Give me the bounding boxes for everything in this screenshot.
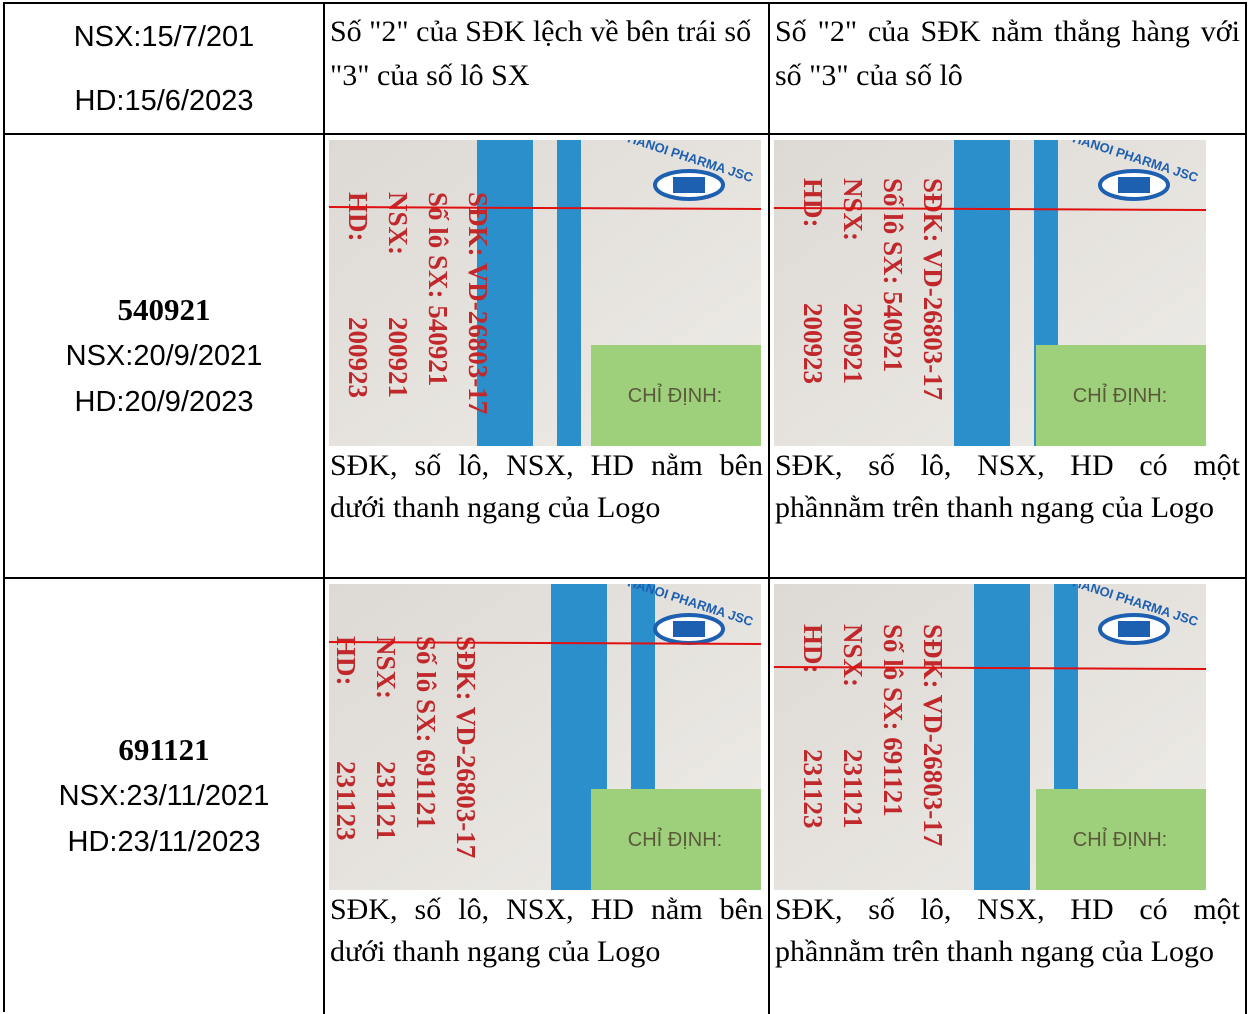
box-label: CHỈ ĐỊNH:: [628, 828, 722, 851]
table-cell: Số "2" của SĐK lệch về bên trái số "3" c…: [323, 2, 768, 133]
date-line: NSX:23/11/2021: [58, 779, 270, 812]
label-text: SĐK: VD-26803-17: [463, 192, 493, 414]
label-text: 231123: [331, 761, 361, 841]
label-text: 231123: [798, 749, 828, 829]
logo-mark: [1118, 177, 1150, 193]
label-text: Số lô SX: 540921: [878, 178, 908, 372]
label-text: Số lô SX: 540921: [423, 192, 453, 386]
date-line: HD:23/11/2023: [67, 825, 261, 858]
label-text: NSX:: [383, 192, 413, 255]
label-text: NSX:: [371, 636, 401, 699]
comparison-text: Số "2" của SĐK lệch về bên trái số "3" c…: [330, 15, 752, 92]
label-text: 200923: [798, 303, 828, 384]
label-text: 200921: [838, 303, 868, 384]
box-label: CHỈ ĐỊNH:: [628, 384, 722, 407]
box-label: CHỈ ĐỊNH:: [1073, 828, 1167, 851]
date-line: HD:20/9/2023: [74, 386, 254, 418]
label-text: SĐK: VD-26803-17: [451, 636, 481, 858]
table-cell: CHỈ ĐỊNH: HANOI PHARMA JSC SĐK: VD-26803-1…: [323, 577, 768, 1014]
label-text: 231121: [371, 761, 401, 841]
table-cell: CHỈ ĐỊNH: HANOI PHARMA JSC SĐK: VD-26803-1…: [768, 577, 1247, 1014]
label-text: 200921: [383, 317, 413, 398]
label-text: Số lô SX: 691121: [411, 636, 441, 829]
red-guide-line: [774, 207, 1206, 211]
date-line: HD:15/6/2023: [74, 84, 254, 117]
label-text: HD:: [343, 192, 373, 242]
label-text: HD:: [798, 624, 828, 674]
green-box: [1036, 345, 1206, 446]
table-cell: NSX:15/7/201 HD:15/6/2023: [3, 2, 323, 133]
green-box: [1036, 789, 1206, 890]
label-text: 231121: [838, 749, 868, 829]
lot-number: 691121: [118, 731, 210, 767]
date-line: NSX:15/7/201: [73, 20, 255, 53]
caption: SĐK, số lô, NSX, HD nằm bên dưới thanh n…: [330, 449, 763, 524]
green-box: [591, 789, 761, 890]
label-text: SĐK: VD-26803-17: [918, 624, 948, 846]
label-text: NSX:: [838, 624, 868, 687]
lot-number: 540921: [117, 292, 211, 327]
table-cell: 540921 NSX:20/9/2021 HD:20/9/2023: [3, 133, 323, 577]
label-text: Số lô SX: 691121: [878, 624, 908, 817]
green-box: [591, 345, 761, 446]
label-text: HD:: [331, 636, 361, 686]
label-text: HD:: [798, 178, 828, 228]
date-line: NSX:20/9/2021: [65, 340, 263, 372]
blue-stripe: [974, 584, 1030, 890]
blue-stripe: [557, 140, 581, 446]
caption: SĐK, số lô, NSX, HD có một phầnnằm trên …: [775, 893, 1240, 968]
blue-stripe: [954, 140, 1010, 446]
table-cell: Số "2" của SĐK nằm thẳng hàng với số "3"…: [768, 2, 1247, 133]
label-text: NSX:: [838, 178, 868, 241]
box-label: CHỈ ĐỊNH:: [1073, 384, 1167, 407]
red-guide-line: [774, 666, 1206, 670]
caption: SĐK, số lô, NSX, HD có một phầnnằm trên …: [775, 449, 1240, 524]
blue-stripe: [477, 140, 533, 446]
red-guide-line: [329, 206, 761, 210]
red-guide-line: [329, 641, 761, 645]
caption: SĐK, số lô, NSX, HD nằm bên dưới thanh n…: [330, 893, 763, 968]
comparison-text: Số "2" của SĐK nằm thẳng hàng với số "3"…: [775, 15, 1240, 92]
table-cell: CHỈ ĐỊNH: HANOI PHARMA JSC SĐK: VD-26803-1…: [323, 133, 768, 577]
label-text: 200923: [343, 317, 373, 398]
logo-mark: [673, 621, 705, 637]
logo-mark: [1118, 621, 1150, 637]
label-text: SĐK: VD-26803-17: [918, 178, 948, 400]
logo-mark: [673, 177, 705, 193]
table-cell: 691121 NSX:23/11/2021 HD:23/11/2023: [3, 577, 323, 1012]
table-cell: CHỈ ĐỊNH: HANOI PHARMA JSC SĐK: VD-26803-1…: [768, 133, 1247, 577]
